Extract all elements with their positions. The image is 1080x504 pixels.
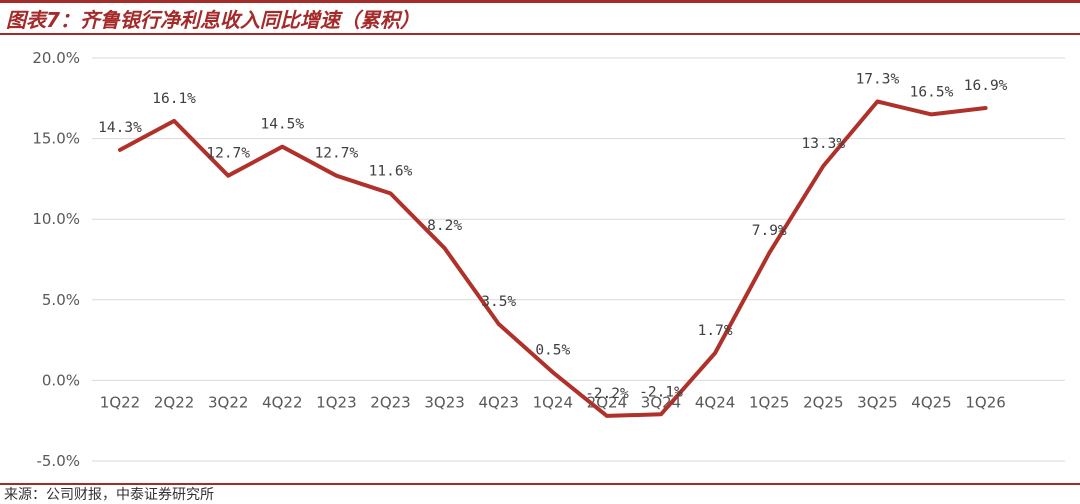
data-label: 12.7% xyxy=(206,146,250,162)
y-tick-label: 15.0% xyxy=(32,130,80,148)
x-tick-label: 1Q24 xyxy=(533,393,573,411)
data-point xyxy=(226,174,230,178)
y-tick-label: 0.0% xyxy=(42,371,80,389)
y-tick-label: 10.0% xyxy=(32,210,80,228)
data-label: 14.3% xyxy=(98,120,142,136)
x-tick-label: 1Q23 xyxy=(316,393,356,411)
data-label: -2.1% xyxy=(639,384,683,400)
grid-layer xyxy=(92,57,1065,462)
data-label: -2.2% xyxy=(585,386,629,402)
data-point xyxy=(767,251,771,255)
y-axis-ticks: 20.0% 15.0% 10.0% 5.0% 0.0% -5.0% xyxy=(32,49,80,470)
x-tick-label: 3Q23 xyxy=(424,393,464,411)
data-point xyxy=(443,246,447,250)
data-point xyxy=(930,112,934,116)
series-line xyxy=(118,99,988,418)
x-tick-label: 1Q26 xyxy=(965,393,1005,411)
x-tick-label: 4Q22 xyxy=(262,393,302,411)
data-point xyxy=(984,106,988,110)
data-label: 17.3% xyxy=(856,72,900,88)
data-label: 1.7% xyxy=(698,323,733,339)
x-tick-label: 1Q22 xyxy=(100,393,140,411)
data-label-layer: 14.3% 16.1% 12.7% 14.5% 12.7% 11.6% 8.2% 3.5% 0.… xyxy=(98,72,1008,402)
top-rule xyxy=(0,0,1080,3)
x-axis-ticks: 1Q22 2Q22 3Q22 4Q22 1Q23 2Q23 3Q23 4Q23 1Q24 2Q24… xyxy=(100,393,1006,411)
data-label: 13.3% xyxy=(801,136,845,152)
data-point xyxy=(605,414,609,418)
x-tick-label: 4Q23 xyxy=(478,393,518,411)
series-line-layer xyxy=(118,99,988,418)
data-point xyxy=(875,100,879,104)
data-point xyxy=(551,370,555,374)
data-point xyxy=(118,148,122,152)
y-tick-label: 5.0% xyxy=(42,291,80,309)
data-point xyxy=(172,119,176,123)
data-label: 14.5% xyxy=(260,117,304,133)
data-point xyxy=(821,164,825,168)
data-point xyxy=(280,145,284,149)
data-label: 3.5% xyxy=(481,294,516,310)
x-tick-label: 2Q22 xyxy=(154,393,194,411)
data-label: 11.6% xyxy=(369,163,413,179)
data-label: 7.9% xyxy=(752,223,787,239)
data-label: 8.2% xyxy=(427,218,462,234)
x-tick-label: 4Q25 xyxy=(911,393,951,411)
x-tick-label: 1Q25 xyxy=(749,393,789,411)
data-label: 16.5% xyxy=(910,84,954,100)
x-tick-label: 3Q22 xyxy=(208,393,248,411)
x-tick-label: 3Q25 xyxy=(857,393,897,411)
y-tick-label: 20.0% xyxy=(32,49,80,67)
x-tick-label: 2Q25 xyxy=(803,393,843,411)
data-label: 16.9% xyxy=(964,78,1008,94)
title-rule xyxy=(0,33,1080,35)
source-note: 来源：公司财报，中泰证券研究所 xyxy=(4,487,214,503)
data-label: 12.7% xyxy=(315,146,359,162)
data-point xyxy=(497,322,501,326)
data-point xyxy=(659,412,663,416)
data-point xyxy=(389,191,393,195)
data-point xyxy=(713,351,717,355)
line-chart: 20.0% 15.0% 10.0% 5.0% 0.0% -5.0% 1Q22 2Q22 3Q2… xyxy=(32,49,1065,470)
bottom-rule xyxy=(0,483,1080,485)
x-tick-label: 2Q23 xyxy=(370,393,410,411)
x-tick-label: 3Q24 xyxy=(641,393,681,411)
data-label: 0.5% xyxy=(535,342,570,358)
y-tick-label: -5.0% xyxy=(36,452,80,470)
x-tick-label: 4Q24 xyxy=(695,393,735,411)
data-label: 16.1% xyxy=(152,91,196,107)
chart-title: 图表7：齐鲁银行净利息收入同比增速（累积） xyxy=(6,8,420,32)
data-point xyxy=(334,174,338,178)
